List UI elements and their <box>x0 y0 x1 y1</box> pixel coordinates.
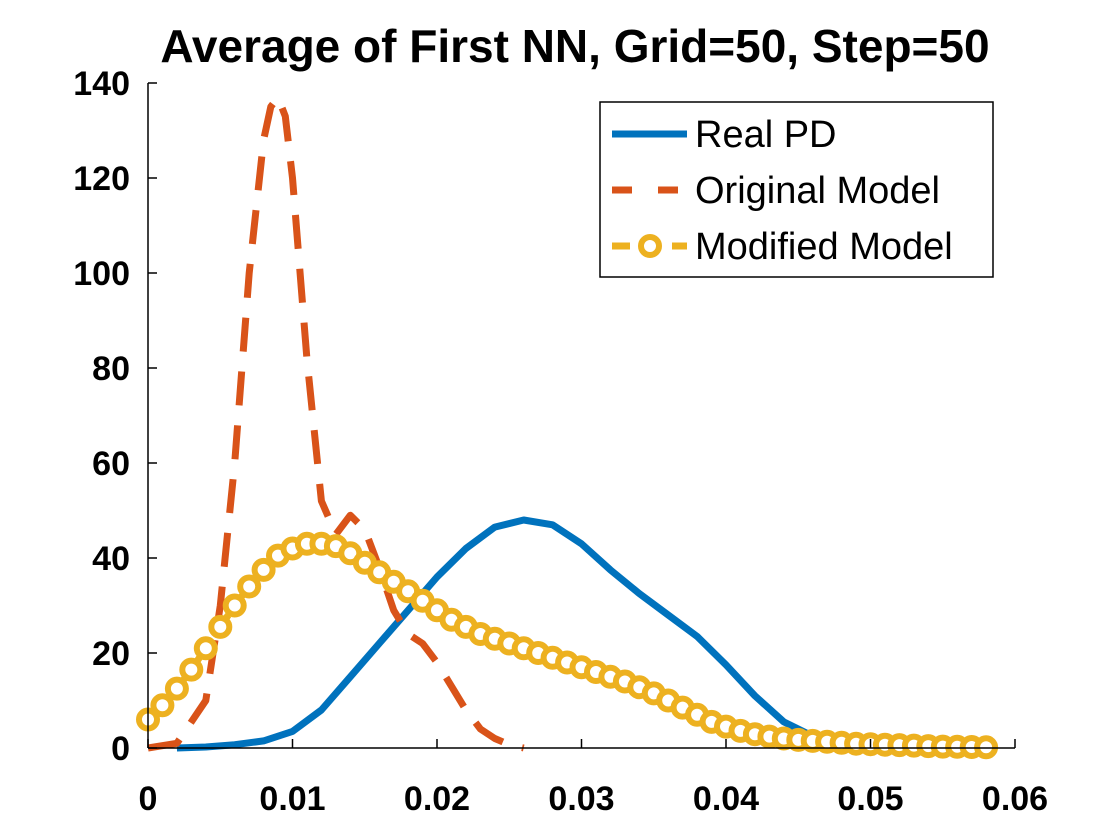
x-tick-label: 0.02 <box>404 780 470 818</box>
x-tick-label: 0.01 <box>259 780 325 818</box>
series-point <box>237 574 262 599</box>
axes: 0 0.01 0.02 0.03 0.04 0.05 0.06 0 20 40 60 80 100 120… <box>73 65 1048 818</box>
y-tick-label: 60 <box>92 445 130 483</box>
legend-label-1: Real PD <box>695 114 837 156</box>
y-tick-label: 20 <box>92 635 130 673</box>
x-tick-label: 0.05 <box>837 780 903 818</box>
series-point <box>150 693 175 718</box>
legend-marker <box>638 234 662 258</box>
y-tick-label: 0 <box>111 730 130 768</box>
series-point <box>179 657 204 682</box>
chart-title: Average of First NN, Grid=50, Step=50 <box>160 20 989 72</box>
y-tick-label: 140 <box>73 65 130 103</box>
series-point <box>208 614 233 639</box>
legend-label-3: Modified Model <box>695 226 953 268</box>
series-point <box>251 557 276 582</box>
y-tick-label: 40 <box>92 540 130 578</box>
series-point <box>193 636 218 661</box>
y-tick-label: 80 <box>92 350 130 388</box>
x-tick-label: 0.03 <box>548 780 614 818</box>
y-tick-label: 120 <box>73 160 130 198</box>
series-point <box>222 593 247 618</box>
series-point <box>164 676 189 701</box>
series-line-2 <box>147 93 525 752</box>
legend: Real PD Original Model Modified Model <box>599 101 994 278</box>
legend-label-2: Original Model <box>695 170 940 212</box>
y-tick-label: 100 <box>73 255 130 293</box>
x-tick-label: 0 <box>139 780 158 818</box>
x-tick-label: 0.04 <box>693 780 759 818</box>
x-tick-label: 0.06 <box>982 780 1048 818</box>
